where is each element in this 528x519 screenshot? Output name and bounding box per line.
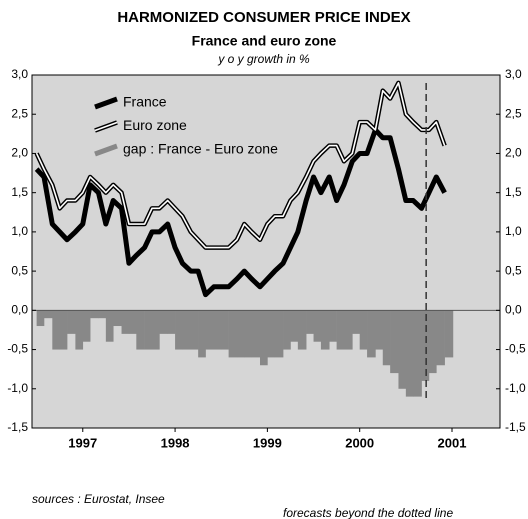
- gap-bar: [244, 310, 252, 358]
- gap-bar: [251, 310, 261, 358]
- gap-bar: [98, 310, 107, 319]
- y2-tick-label: -1,0: [505, 381, 526, 395]
- gap-bar: [144, 310, 153, 350]
- y2-tick-label: -1,5: [505, 420, 526, 434]
- y2-tick-label: 2,0: [505, 146, 522, 160]
- y-tick-label: -1,5: [7, 420, 28, 434]
- gap-bar: [260, 310, 268, 366]
- legend-label: gap : France - Euro zone: [123, 141, 278, 157]
- gap-bar: [159, 310, 168, 334]
- annotation: forecasts beyond the dotted line: [283, 506, 453, 519]
- gap-bar: [267, 310, 276, 358]
- y-axis-label: y o y growth in %: [217, 52, 310, 66]
- gap-bar: [67, 310, 76, 334]
- y2-tick-label: 1,0: [505, 224, 522, 238]
- y-tick-label: 1,0: [11, 224, 28, 238]
- gap-bar: [436, 310, 445, 366]
- y-tick-label: -1,0: [7, 381, 28, 395]
- gap-bar: [428, 310, 437, 374]
- gap-bar: [405, 310, 414, 397]
- source: sources : Eurostat, Insee: [32, 492, 165, 506]
- legend-label: Euro zone: [123, 117, 187, 133]
- gap-bar: [367, 310, 376, 358]
- gap-bar: [152, 310, 160, 350]
- gap-bar: [421, 310, 430, 381]
- y-tick-label: 2,0: [11, 146, 28, 160]
- y2-tick-label: 0,0: [505, 303, 522, 317]
- gap-bar: [344, 310, 353, 350]
- gap-bar: [36, 310, 45, 327]
- y2-tick-label: -0,5: [505, 342, 526, 356]
- y2-tick-label: 1,5: [505, 185, 522, 199]
- gap-bar: [175, 310, 183, 350]
- gap-bar: [121, 310, 130, 334]
- gap-bar: [198, 310, 206, 358]
- gap-bar: [59, 310, 68, 350]
- gap-bar: [205, 310, 215, 350]
- gap-bar: [283, 310, 291, 350]
- gap-bar: [44, 310, 53, 319]
- gap-bar: [413, 310, 422, 397]
- gap-bar: [190, 310, 199, 350]
- gap-bar: [444, 310, 454, 358]
- gap-bar: [274, 310, 284, 358]
- x-tick-label: 2001: [438, 435, 467, 450]
- gap-bar: [375, 310, 384, 350]
- gap-bar: [136, 310, 145, 350]
- chart-subtitle: France and euro zone: [192, 33, 337, 49]
- gap-bar: [105, 310, 114, 342]
- gap-bar: [320, 310, 330, 350]
- gap-bar: [82, 310, 91, 342]
- gap-bar: [336, 310, 345, 350]
- gap-bar: [352, 310, 360, 334]
- gap-bar: [213, 310, 222, 350]
- gap-bar: [182, 310, 192, 350]
- gap-bar: [306, 310, 314, 334]
- y-tick-label: 0,5: [11, 263, 28, 277]
- chart-title: HARMONIZED CONSUMER PRICE INDEX: [117, 9, 410, 26]
- y-tick-label: 2,5: [11, 106, 28, 120]
- gap-bar: [113, 310, 122, 327]
- y-tick-label: 0,0: [11, 303, 28, 317]
- gap-bar: [329, 310, 337, 342]
- gap-bar: [390, 310, 399, 374]
- y-tick-label: -0,5: [7, 342, 28, 356]
- gap-bar: [52, 310, 60, 350]
- gap-bar: [236, 310, 245, 358]
- y2-tick-label: 2,5: [505, 106, 522, 120]
- gap-bar: [382, 310, 391, 366]
- x-tick-label: 1998: [161, 435, 190, 450]
- gap-bar: [228, 310, 238, 358]
- gap-bar: [398, 310, 407, 389]
- y-tick-label: 1,5: [11, 185, 28, 199]
- x-tick-label: 1999: [253, 435, 282, 450]
- y-tick-label: 3,0: [11, 67, 28, 81]
- gap-bar: [128, 310, 137, 334]
- x-tick-label: 1997: [68, 435, 97, 450]
- legend-swatch: [94, 96, 118, 110]
- legend-swatch: [94, 143, 118, 157]
- legend-swatch: [94, 121, 118, 132]
- gap-bar: [297, 310, 307, 350]
- y2-tick-label: 0,5: [505, 263, 522, 277]
- y2-tick-label: 3,0: [505, 67, 522, 81]
- gap-bar: [313, 310, 322, 342]
- gap-bar: [167, 310, 176, 334]
- legend-label: France: [123, 94, 167, 110]
- gap-bar: [90, 310, 99, 319]
- gap-bar: [290, 310, 299, 342]
- series-line: [35, 82, 446, 249]
- gap-bar: [221, 310, 229, 350]
- x-tick-label: 2000: [345, 435, 374, 450]
- gap-bar: [359, 310, 368, 350]
- gap-bar: [75, 310, 84, 350]
- plot-frame: [31, 74, 501, 429]
